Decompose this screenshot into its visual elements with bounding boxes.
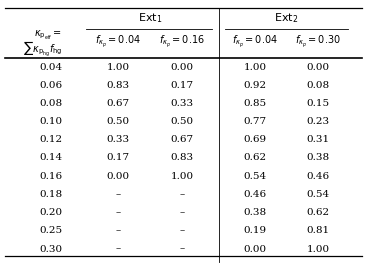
Text: 0.33: 0.33: [107, 135, 130, 144]
Text: 0.06: 0.06: [39, 81, 62, 90]
Text: 0.50: 0.50: [171, 117, 194, 126]
Text: $\mathrm{Ext}_2$: $\mathrm{Ext}_2$: [275, 11, 299, 25]
Text: 0.12: 0.12: [39, 135, 62, 144]
Text: –: –: [179, 226, 185, 235]
Text: 0.08: 0.08: [39, 99, 62, 108]
Text: 0.50: 0.50: [107, 117, 130, 126]
Text: 0.04: 0.04: [39, 62, 62, 72]
Text: 0.83: 0.83: [107, 81, 130, 90]
Text: 0.67: 0.67: [171, 135, 194, 144]
Text: 0.38: 0.38: [243, 208, 266, 217]
Text: 0.31: 0.31: [306, 135, 330, 144]
Text: 0.18: 0.18: [39, 190, 62, 199]
Text: 0.23: 0.23: [306, 117, 330, 126]
Text: $\kappa_{\mathrm{p_{eff}}} =$: $\kappa_{\mathrm{p_{eff}}} =$: [34, 29, 62, 42]
Text: 0.92: 0.92: [243, 81, 266, 90]
Text: 1.00: 1.00: [107, 62, 130, 72]
Text: 0.62: 0.62: [243, 154, 266, 163]
Text: 0.54: 0.54: [243, 172, 266, 181]
Text: $\mathrm{Ext}_1$: $\mathrm{Ext}_1$: [138, 11, 162, 25]
Text: 0.69: 0.69: [243, 135, 266, 144]
Text: $f_{\kappa_p} = 0.16$: $f_{\kappa_p} = 0.16$: [159, 34, 205, 50]
Text: 0.38: 0.38: [306, 154, 330, 163]
Text: 1.00: 1.00: [243, 62, 266, 72]
Text: –: –: [115, 245, 121, 254]
Text: 0.20: 0.20: [39, 208, 62, 217]
Text: 0.17: 0.17: [107, 154, 130, 163]
Text: 0.67: 0.67: [107, 99, 130, 108]
Text: 0.00: 0.00: [107, 172, 130, 181]
Text: –: –: [179, 208, 185, 217]
Text: –: –: [115, 226, 121, 235]
Text: $f_{\kappa_p} = 0.30$: $f_{\kappa_p} = 0.30$: [295, 34, 341, 50]
Text: 0.85: 0.85: [243, 99, 266, 108]
Text: 0.62: 0.62: [306, 208, 330, 217]
Text: 0.15: 0.15: [306, 99, 330, 108]
Text: 1.00: 1.00: [171, 172, 194, 181]
Text: 0.00: 0.00: [243, 245, 266, 254]
Text: 0.10: 0.10: [39, 117, 62, 126]
Text: $\sum \kappa_{\mathrm{p_{hg}}} f_{\mathrm{hg}}$: $\sum \kappa_{\mathrm{p_{hg}}} f_{\mathr…: [23, 39, 62, 59]
Text: 0.25: 0.25: [39, 226, 62, 235]
Text: 0.00: 0.00: [306, 62, 330, 72]
Text: 0.46: 0.46: [306, 172, 330, 181]
Text: 0.46: 0.46: [243, 190, 266, 199]
Text: $f_{\kappa_p} = 0.04$: $f_{\kappa_p} = 0.04$: [95, 34, 141, 50]
Text: 0.83: 0.83: [171, 154, 194, 163]
Text: 0.17: 0.17: [171, 81, 194, 90]
Text: 0.81: 0.81: [306, 226, 330, 235]
Text: 0.54: 0.54: [306, 190, 330, 199]
Text: 0.08: 0.08: [306, 81, 330, 90]
Text: 1.00: 1.00: [306, 245, 330, 254]
Text: –: –: [115, 208, 121, 217]
Text: –: –: [115, 190, 121, 199]
Text: –: –: [179, 245, 185, 254]
Text: 0.30: 0.30: [39, 245, 62, 254]
Text: 0.77: 0.77: [243, 117, 266, 126]
Text: $f_{\kappa_p} = 0.04$: $f_{\kappa_p} = 0.04$: [232, 34, 278, 50]
Text: –: –: [179, 190, 185, 199]
Text: 0.33: 0.33: [171, 99, 194, 108]
Text: 0.00: 0.00: [171, 62, 194, 72]
Text: 0.14: 0.14: [39, 154, 62, 163]
Text: 0.16: 0.16: [39, 172, 62, 181]
Text: 0.19: 0.19: [243, 226, 266, 235]
